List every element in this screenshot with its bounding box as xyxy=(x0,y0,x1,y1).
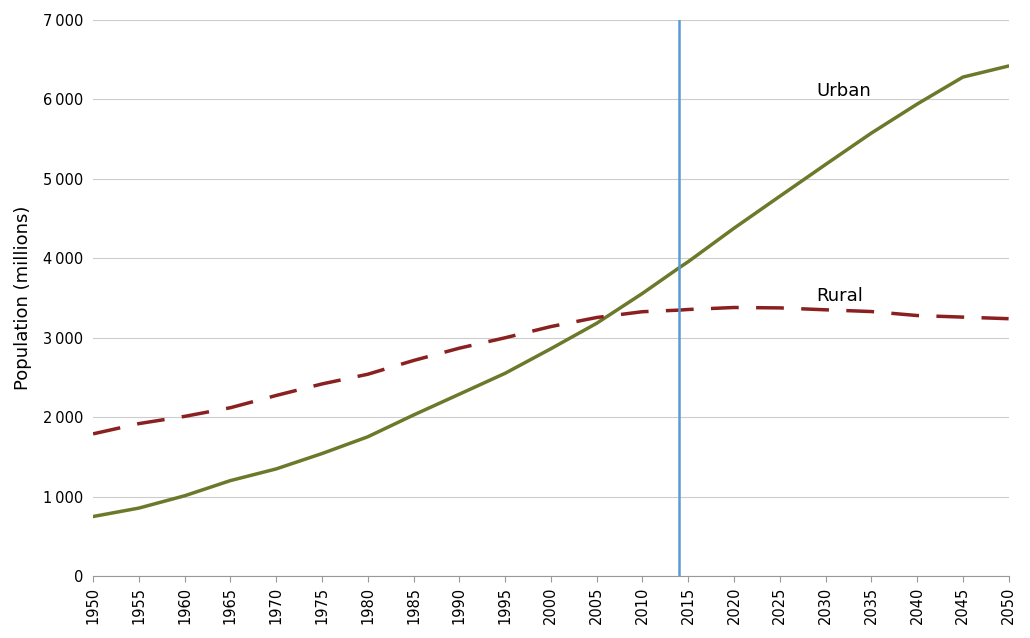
Y-axis label: Population (millions): Population (millions) xyxy=(13,206,32,390)
Text: Urban: Urban xyxy=(817,82,871,100)
Text: Rural: Rural xyxy=(817,286,863,305)
